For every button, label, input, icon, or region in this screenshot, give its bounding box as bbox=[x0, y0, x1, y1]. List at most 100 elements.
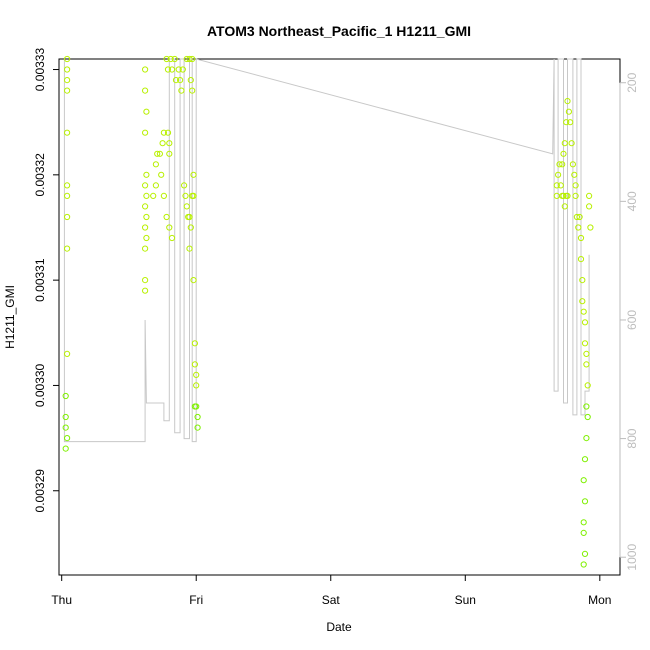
y-axis: 0.00329 0.00330 0.00331 0.00332 0.00333 bbox=[33, 48, 60, 512]
data-point bbox=[142, 66, 149, 73]
data-point bbox=[583, 435, 590, 442]
data-point bbox=[194, 413, 201, 421]
data-point bbox=[179, 66, 186, 73]
data-point bbox=[190, 192, 197, 199]
data-point bbox=[187, 77, 194, 84]
data-point bbox=[62, 424, 69, 431]
secondary-y-axis: 200 400 600 800 1000 bbox=[619, 72, 639, 571]
data-point bbox=[567, 119, 574, 126]
data-point bbox=[572, 182, 579, 189]
data-point bbox=[586, 192, 593, 199]
data-point bbox=[62, 413, 69, 421]
data-point bbox=[194, 424, 201, 431]
data-point bbox=[166, 150, 173, 157]
data-point bbox=[64, 77, 71, 84]
data-point bbox=[163, 213, 170, 221]
data-point bbox=[178, 87, 185, 94]
data-point bbox=[142, 182, 149, 189]
secondary-tick-label: 800 bbox=[625, 428, 639, 448]
data-point bbox=[583, 350, 590, 357]
x-tick-label: Fri bbox=[189, 593, 203, 607]
x-tick-label: Sat bbox=[322, 593, 341, 607]
data-point bbox=[64, 245, 71, 252]
data-point bbox=[579, 277, 586, 284]
y-tick-label: 0.00330 bbox=[33, 363, 47, 407]
data-point bbox=[580, 477, 587, 484]
data-point bbox=[164, 129, 172, 136]
data-point bbox=[581, 340, 589, 347]
data-point bbox=[62, 392, 69, 400]
data-point bbox=[64, 87, 71, 94]
data-point bbox=[584, 413, 591, 421]
data-point bbox=[564, 192, 571, 199]
data-point bbox=[150, 192, 157, 199]
data-point bbox=[171, 55, 178, 63]
data-point bbox=[553, 182, 560, 189]
x-tick-label: Thu bbox=[51, 593, 72, 607]
data-point bbox=[575, 224, 582, 231]
y-axis-label: H1211_GMI bbox=[3, 285, 17, 349]
y-tick-label: 0.00332 bbox=[33, 153, 47, 197]
data-point bbox=[186, 55, 193, 63]
data-point bbox=[154, 150, 161, 157]
data-point bbox=[571, 171, 578, 178]
data-point bbox=[172, 77, 180, 84]
data-points bbox=[62, 55, 594, 568]
data-point bbox=[565, 108, 573, 115]
data-point bbox=[142, 224, 149, 231]
data-point bbox=[573, 213, 581, 221]
data-point bbox=[580, 529, 587, 537]
x-tick-label: Mon bbox=[588, 593, 611, 607]
data-point bbox=[168, 234, 176, 242]
data-point bbox=[568, 140, 575, 147]
data-point bbox=[143, 171, 150, 178]
data-point bbox=[166, 140, 173, 147]
data-point bbox=[186, 213, 193, 221]
data-point bbox=[193, 371, 200, 378]
data-point bbox=[64, 55, 71, 63]
data-point bbox=[143, 213, 150, 221]
data-point bbox=[182, 192, 189, 199]
data-point bbox=[583, 361, 590, 368]
data-point bbox=[564, 98, 571, 105]
data-point bbox=[143, 108, 150, 115]
data-point bbox=[561, 203, 568, 210]
data-point bbox=[189, 55, 196, 63]
data-point bbox=[175, 66, 182, 73]
data-point bbox=[143, 234, 150, 242]
data-point bbox=[583, 403, 590, 410]
data-point bbox=[167, 55, 174, 63]
data-point bbox=[142, 87, 149, 94]
data-point bbox=[580, 561, 587, 568]
data-point bbox=[561, 140, 568, 147]
data-point bbox=[186, 245, 193, 252]
data-point bbox=[164, 66, 172, 73]
data-point bbox=[168, 66, 176, 73]
data-point bbox=[64, 435, 71, 442]
x-axis: Thu Fri Sat Sun Mon bbox=[51, 574, 611, 607]
data-point bbox=[577, 256, 585, 263]
data-point bbox=[190, 277, 197, 284]
altitude-trace-line bbox=[63, 58, 590, 443]
data-point bbox=[156, 150, 163, 157]
data-point bbox=[577, 234, 585, 242]
data-point bbox=[193, 403, 200, 410]
data-point bbox=[160, 192, 167, 199]
data-point bbox=[584, 382, 591, 389]
data-point bbox=[64, 129, 71, 136]
data-point bbox=[193, 382, 200, 389]
data-point bbox=[64, 213, 71, 221]
data-point bbox=[553, 192, 560, 199]
data-point bbox=[580, 519, 587, 526]
data-point bbox=[152, 182, 159, 189]
data-point bbox=[64, 192, 71, 199]
secondary-tick-label: 200 bbox=[625, 72, 639, 92]
y-tick-label: 0.00333 bbox=[33, 48, 47, 92]
data-point bbox=[560, 150, 567, 157]
data-point bbox=[142, 129, 149, 136]
data-point bbox=[64, 350, 71, 357]
secondary-tick-label: 600 bbox=[625, 310, 639, 330]
data-point bbox=[142, 203, 149, 210]
data-point bbox=[579, 298, 586, 305]
